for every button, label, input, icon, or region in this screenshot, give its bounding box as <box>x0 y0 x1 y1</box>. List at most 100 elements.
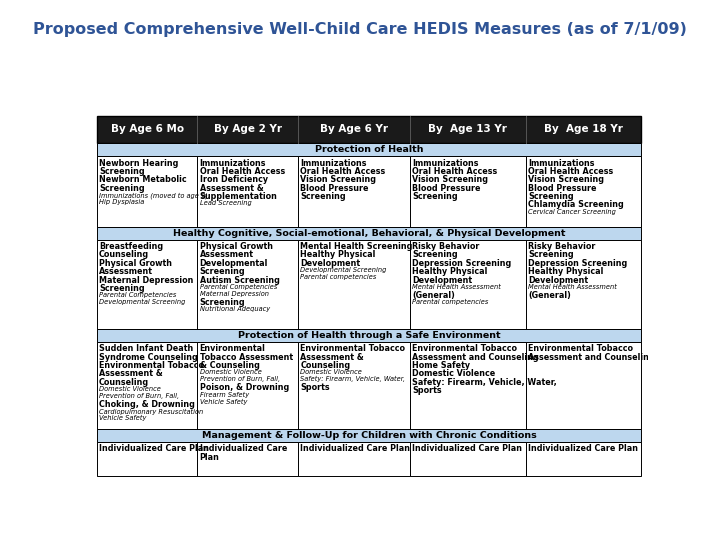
Bar <box>96 240 197 329</box>
Text: Protection of Health through a Safe Environment: Protection of Health through a Safe Envi… <box>238 331 500 340</box>
Text: Assessment &: Assessment & <box>199 184 264 193</box>
Text: Newborn Hearing: Newborn Hearing <box>99 159 179 167</box>
Text: Developmental: Developmental <box>199 259 268 268</box>
Text: Poison, & Drowning: Poison, & Drowning <box>199 383 289 392</box>
Text: Maternal Depression: Maternal Depression <box>199 291 269 297</box>
Text: Assessment and Counseling: Assessment and Counseling <box>412 353 539 362</box>
Text: Screening: Screening <box>199 298 246 307</box>
Text: Blood Pressure: Blood Pressure <box>300 184 369 193</box>
Text: Risky Behavior: Risky Behavior <box>528 242 595 251</box>
Bar <box>96 442 197 476</box>
Text: Nutritional Adequacy: Nutritional Adequacy <box>199 306 270 312</box>
Text: (General): (General) <box>528 291 571 300</box>
Bar <box>410 442 526 476</box>
Text: Proposed Comprehensive Well-Child Care HEDIS Measures (as of 7/1/09): Proposed Comprehensive Well-Child Care H… <box>33 22 687 37</box>
Text: Safety: Firearm, Vehicle, Water,: Safety: Firearm, Vehicle, Water, <box>300 376 405 382</box>
Text: Developmental Screening: Developmental Screening <box>300 267 387 273</box>
Bar <box>298 342 410 429</box>
Text: Blood Pressure: Blood Pressure <box>528 184 597 193</box>
Text: Supplementation: Supplementation <box>199 192 277 201</box>
Text: Prevention of Burn, Fall,: Prevention of Burn, Fall, <box>99 393 179 399</box>
Bar <box>96 157 197 227</box>
Text: Safety: Firearm, Vehicle, Water,: Safety: Firearm, Vehicle, Water, <box>412 378 557 387</box>
Text: Risky Behavior: Risky Behavior <box>412 242 480 251</box>
Text: Healthy Physical: Healthy Physical <box>300 251 376 259</box>
Text: Blood Pressure: Blood Pressure <box>412 184 480 193</box>
Bar <box>197 240 298 329</box>
Text: Home Safety: Home Safety <box>412 361 470 370</box>
Text: Physical Growth: Physical Growth <box>99 259 172 268</box>
Bar <box>526 157 642 227</box>
Bar <box>298 157 410 227</box>
Text: Lead Screening: Lead Screening <box>199 200 251 206</box>
Bar <box>410 240 526 329</box>
Text: Oral Health Access: Oral Health Access <box>300 167 386 176</box>
Text: Newborn Metabolic: Newborn Metabolic <box>99 176 186 184</box>
Text: Screening: Screening <box>412 192 458 201</box>
Text: Immunizations: Immunizations <box>528 159 595 167</box>
Text: Depression Screening: Depression Screening <box>412 259 511 268</box>
Text: Domestic Violence: Domestic Violence <box>412 369 495 379</box>
Text: Individualized Care Plan: Individualized Care Plan <box>300 444 410 454</box>
Text: Environmental Tobacco: Environmental Tobacco <box>528 345 633 353</box>
Text: Individualized Care: Individualized Care <box>199 444 287 454</box>
Text: (General): (General) <box>412 291 455 300</box>
Text: Immunizations (moved to age 2): Immunizations (moved to age 2) <box>99 192 208 199</box>
Bar <box>410 342 526 429</box>
Bar <box>96 429 642 442</box>
Bar <box>197 442 298 476</box>
Text: Oral Health Access: Oral Health Access <box>412 167 498 176</box>
Text: Chlamydia Screening: Chlamydia Screening <box>528 200 624 210</box>
Text: By Age 2 Yr: By Age 2 Yr <box>214 124 282 134</box>
Text: Parental Competencies: Parental Competencies <box>99 292 176 299</box>
Bar <box>96 329 642 342</box>
Text: Individualized Care Plan: Individualized Care Plan <box>528 444 638 454</box>
Text: Plan: Plan <box>199 453 220 462</box>
Text: Domestic Violence: Domestic Violence <box>99 386 161 392</box>
Text: Environmental Tobacco: Environmental Tobacco <box>300 345 405 353</box>
Text: By Age 6 Mo: By Age 6 Mo <box>110 124 184 134</box>
Text: Counseling: Counseling <box>99 378 149 387</box>
Text: Vision Screening: Vision Screening <box>300 176 377 184</box>
Text: Sports: Sports <box>412 386 441 395</box>
Text: Individualized Care Plan: Individualized Care Plan <box>99 444 209 454</box>
Text: Immunizations: Immunizations <box>199 159 266 167</box>
Text: Vehicle Safety: Vehicle Safety <box>99 415 146 421</box>
Text: Cervical Cancer Screening: Cervical Cancer Screening <box>528 209 616 215</box>
Text: By  Age 13 Yr: By Age 13 Yr <box>428 124 508 134</box>
Text: Environmental Tobacco: Environmental Tobacco <box>412 345 517 353</box>
Text: Assessment: Assessment <box>199 251 253 259</box>
Text: Development: Development <box>528 275 588 285</box>
Text: Assessment &: Assessment & <box>99 369 163 379</box>
Text: Mental Health Screening: Mental Health Screening <box>300 242 413 251</box>
Text: Sports: Sports <box>300 383 330 392</box>
Text: Firearm Safety: Firearm Safety <box>199 392 249 398</box>
Text: Hip Dysplasia: Hip Dysplasia <box>99 199 144 205</box>
Text: Screening: Screening <box>99 167 145 176</box>
Text: Counseling: Counseling <box>99 251 149 259</box>
Text: Screening: Screening <box>199 267 246 276</box>
Bar <box>410 157 526 227</box>
Text: & Counseling: & Counseling <box>199 361 259 370</box>
Text: Oral Health Access: Oral Health Access <box>528 167 613 176</box>
Bar <box>298 240 410 329</box>
Bar <box>96 227 642 240</box>
Bar <box>96 116 642 143</box>
Bar <box>197 157 298 227</box>
Text: Syndrome Counseling: Syndrome Counseling <box>99 353 198 362</box>
Bar <box>526 442 642 476</box>
Text: Development: Development <box>300 259 361 268</box>
Text: Screening: Screening <box>300 192 346 201</box>
Text: Iron Deficiency: Iron Deficiency <box>199 176 268 184</box>
Text: Management & Follow-Up for Children with Chronic Conditions: Management & Follow-Up for Children with… <box>202 431 536 440</box>
Text: Prevention of Burn, Fall,: Prevention of Burn, Fall, <box>199 376 280 382</box>
Text: Sudden Infant Death: Sudden Infant Death <box>99 345 193 353</box>
Text: Cardiopulmonary Resuscitation: Cardiopulmonary Resuscitation <box>99 408 203 415</box>
Text: Developmental Screening: Developmental Screening <box>99 299 185 305</box>
Text: Autism Screening: Autism Screening <box>199 275 279 285</box>
Text: Immunizations: Immunizations <box>300 159 367 167</box>
Bar <box>197 342 298 429</box>
Text: By Age 6 Yr: By Age 6 Yr <box>320 124 388 134</box>
Text: Screening: Screening <box>412 251 458 259</box>
Bar <box>526 240 642 329</box>
